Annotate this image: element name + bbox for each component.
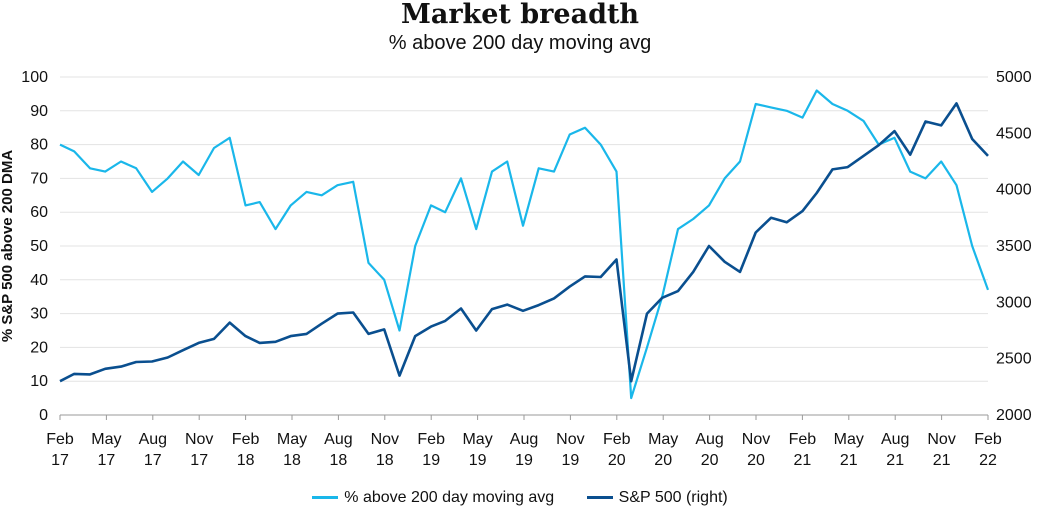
y-tick-right: 2500 xyxy=(996,351,1032,368)
x-tick-year: 19 xyxy=(515,452,533,469)
x-tick-month: Nov xyxy=(185,431,213,448)
x-tick-year: 20 xyxy=(747,452,765,469)
x-tick-year: 19 xyxy=(469,452,487,469)
x-tick-year: 20 xyxy=(608,452,626,469)
y-tick-left: 10 xyxy=(30,373,48,390)
x-tick-month: Feb xyxy=(46,431,74,448)
x-tick-year: 18 xyxy=(283,452,301,469)
x-tick-year: 19 xyxy=(422,452,440,469)
x-tick-month: Nov xyxy=(371,431,399,448)
y-tick-left: 70 xyxy=(30,170,48,187)
x-tick-month: May xyxy=(462,431,492,448)
x-tick-year: 17 xyxy=(190,452,208,469)
x-tick-year: 18 xyxy=(330,452,348,469)
x-axis-ticks: Feb 17 May 17 Aug 17 Nov 17 Feb 18 May 18 Aug 18 Nov 18… xyxy=(46,415,1002,469)
y-tick-right: 3500 xyxy=(996,238,1032,255)
x-tick-month: Nov xyxy=(556,431,584,448)
series-line-sp500 xyxy=(59,102,989,383)
y-tick-right: 5000 xyxy=(996,69,1032,86)
x-tick-month: Aug xyxy=(139,431,167,448)
chart-title: Market breadth xyxy=(400,0,640,30)
y-tick-left: 30 xyxy=(30,306,48,323)
y-tick-right: 2000 xyxy=(996,407,1032,424)
line-chart: 0 10 20 30 40 50 60 70 80 90 100 2000 2500 3000 3500 4… xyxy=(0,69,1032,469)
x-tick-year: 21 xyxy=(840,452,858,469)
x-tick-month: May xyxy=(834,431,864,448)
x-tick-month: Nov xyxy=(742,431,770,448)
x-tick-year: 17 xyxy=(51,452,69,469)
x-tick-month: Nov xyxy=(927,431,955,448)
x-tick-month: Feb xyxy=(232,431,260,448)
y-tick-left: 20 xyxy=(30,339,48,356)
x-tick-month: Feb xyxy=(974,431,1002,448)
x-tick-year: 18 xyxy=(376,452,394,469)
y-tick-left: 60 xyxy=(30,204,48,221)
y-tick-left: 100 xyxy=(21,69,48,86)
x-tick-year: 17 xyxy=(144,452,162,469)
x-tick-year: 22 xyxy=(979,452,997,469)
y-tick-right: 4500 xyxy=(996,125,1032,142)
x-tick-year: 19 xyxy=(562,452,580,469)
x-tick-year: 21 xyxy=(933,452,951,469)
x-tick-month: Feb xyxy=(417,431,445,448)
y-axis-label-left: % S&P 500 above 200 DMA xyxy=(0,150,16,342)
y-tick-left: 50 xyxy=(30,238,48,255)
x-tick-month: Aug xyxy=(695,431,723,448)
series-line-breadth xyxy=(59,89,990,400)
x-tick-month: May xyxy=(91,431,121,448)
x-tick-month: Aug xyxy=(324,431,352,448)
x-tick-year: 18 xyxy=(237,452,255,469)
x-tick-year: 21 xyxy=(886,452,904,469)
x-tick-month: Feb xyxy=(603,431,631,448)
x-tick-month: May xyxy=(277,431,307,448)
legend-swatch-breadth xyxy=(312,496,339,499)
right-axis-ticks: 2000 2500 3000 3500 4000 4500 5000 xyxy=(996,69,1032,424)
x-tick-year: 21 xyxy=(794,452,812,469)
legend: % above 200 day moving avg S&P 500 (righ… xyxy=(0,486,1040,507)
y-tick-left: 80 xyxy=(30,137,48,154)
x-tick-month: May xyxy=(648,431,678,448)
x-tick-year: 17 xyxy=(98,452,116,469)
x-tick-month: Aug xyxy=(881,431,909,448)
legend-swatch-sp500 xyxy=(586,496,613,499)
series-group xyxy=(59,89,990,400)
y-tick-left: 40 xyxy=(30,272,48,289)
y-tick-left: 0 xyxy=(39,407,48,424)
x-tick-year: 20 xyxy=(654,452,672,469)
y-tick-right: 4000 xyxy=(996,182,1032,199)
x-tick-month: Aug xyxy=(510,431,538,448)
y-tick-left: 90 xyxy=(30,103,48,120)
y-tick-right: 3000 xyxy=(996,294,1032,311)
chart-subtitle: % above 200 day moving avg xyxy=(388,32,652,54)
legend-item-breadth: % above 200 day moving avg xyxy=(312,489,554,507)
x-tick-year: 20 xyxy=(701,452,719,469)
grid-lines xyxy=(60,76,988,382)
left-axis-ticks: 0 10 20 30 40 50 60 70 80 90 100 xyxy=(21,69,48,424)
legend-label-sp500: S&P 500 (right) xyxy=(618,488,728,506)
x-tick-month: Feb xyxy=(789,431,817,448)
legend-item-sp500: S&P 500 (right) xyxy=(586,488,728,507)
legend-label-breadth: % above 200 day moving avg xyxy=(344,488,555,506)
